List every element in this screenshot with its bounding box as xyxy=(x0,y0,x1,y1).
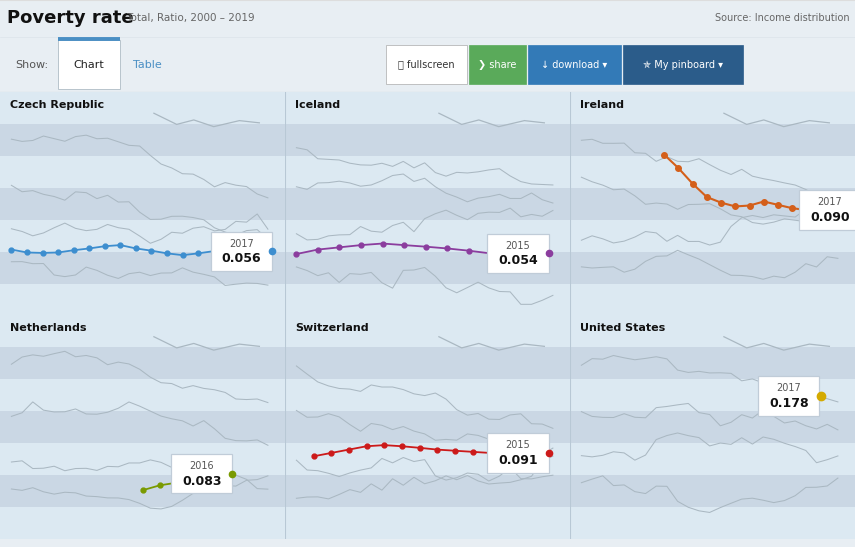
Bar xyxy=(570,92,855,124)
FancyBboxPatch shape xyxy=(386,45,467,84)
Bar xyxy=(285,380,570,411)
Bar xyxy=(570,380,855,411)
Bar xyxy=(570,411,855,443)
Text: 2016: 2016 xyxy=(189,461,214,471)
Polygon shape xyxy=(228,468,229,479)
Text: ⤢ fullscreen: ⤢ fullscreen xyxy=(398,60,455,69)
Bar xyxy=(570,220,855,252)
Bar xyxy=(570,252,855,283)
Bar xyxy=(0,507,285,539)
Text: Show:: Show: xyxy=(15,60,49,69)
Bar xyxy=(570,507,855,539)
FancyBboxPatch shape xyxy=(799,190,855,230)
Bar xyxy=(285,124,570,156)
Bar xyxy=(570,347,855,380)
Text: Czech Republic: Czech Republic xyxy=(10,100,104,110)
Bar xyxy=(285,283,570,316)
FancyBboxPatch shape xyxy=(623,45,743,84)
Bar xyxy=(0,92,285,124)
Bar xyxy=(285,475,570,507)
Text: 0.091: 0.091 xyxy=(498,454,538,467)
Bar xyxy=(0,411,285,443)
Text: 0.054: 0.054 xyxy=(498,254,538,267)
Text: Source: Income distribution: Source: Income distribution xyxy=(716,13,850,23)
Bar xyxy=(0,188,285,220)
Polygon shape xyxy=(544,248,545,258)
Text: Switzerland: Switzerland xyxy=(295,323,369,333)
Bar xyxy=(0,316,285,347)
Polygon shape xyxy=(268,246,269,256)
FancyBboxPatch shape xyxy=(758,376,819,416)
Bar xyxy=(285,252,570,283)
Bar xyxy=(0,475,285,507)
Text: ✯ My pinboard ▾: ✯ My pinboard ▾ xyxy=(643,60,723,69)
Text: Netherlands: Netherlands xyxy=(10,323,86,333)
Bar xyxy=(285,220,570,252)
Bar xyxy=(0,380,285,411)
Text: Iceland: Iceland xyxy=(295,100,340,110)
Bar xyxy=(285,443,570,475)
Bar xyxy=(285,92,570,124)
Polygon shape xyxy=(227,469,229,479)
Text: 2017: 2017 xyxy=(229,238,254,248)
Bar xyxy=(285,316,570,347)
Bar xyxy=(0,283,285,316)
FancyBboxPatch shape xyxy=(171,454,233,493)
Bar xyxy=(285,156,570,188)
Polygon shape xyxy=(544,448,545,458)
Bar xyxy=(285,347,570,380)
Text: 2015: 2015 xyxy=(505,241,530,251)
FancyBboxPatch shape xyxy=(487,234,549,273)
Bar xyxy=(570,124,855,156)
Bar xyxy=(0,252,285,283)
FancyBboxPatch shape xyxy=(211,231,272,271)
Bar xyxy=(285,411,570,443)
Text: ❯ share: ❯ share xyxy=(479,60,516,69)
Polygon shape xyxy=(268,246,269,257)
FancyBboxPatch shape xyxy=(528,45,621,84)
FancyBboxPatch shape xyxy=(58,40,120,89)
Bar xyxy=(570,443,855,475)
Bar xyxy=(0,220,285,252)
Text: ↓ download ▾: ↓ download ▾ xyxy=(541,60,608,69)
Bar xyxy=(285,507,570,539)
Text: Total, Ratio, 2000 – 2019: Total, Ratio, 2000 – 2019 xyxy=(127,13,255,23)
Bar xyxy=(0,443,285,475)
Text: 0.090: 0.090 xyxy=(811,211,850,224)
Bar xyxy=(0,156,285,188)
Text: 0.056: 0.056 xyxy=(221,252,262,265)
Bar xyxy=(285,188,570,220)
Bar xyxy=(570,283,855,316)
Bar xyxy=(0,347,285,380)
Text: Poverty rate: Poverty rate xyxy=(7,9,133,27)
FancyBboxPatch shape xyxy=(469,45,526,84)
Text: 2015: 2015 xyxy=(505,440,530,450)
Text: 0.083: 0.083 xyxy=(182,475,221,488)
Text: 0.178: 0.178 xyxy=(769,397,809,410)
Text: Ireland: Ireland xyxy=(580,100,624,110)
Bar xyxy=(0,124,285,156)
Bar xyxy=(570,316,855,347)
Text: Chart: Chart xyxy=(74,60,104,69)
Bar xyxy=(570,188,855,220)
Text: 2017: 2017 xyxy=(817,197,842,207)
Bar xyxy=(570,156,855,188)
Text: 2017: 2017 xyxy=(776,383,801,393)
Text: Table: Table xyxy=(133,60,162,69)
Text: United States: United States xyxy=(580,323,665,333)
FancyBboxPatch shape xyxy=(487,433,549,473)
Bar xyxy=(570,475,855,507)
